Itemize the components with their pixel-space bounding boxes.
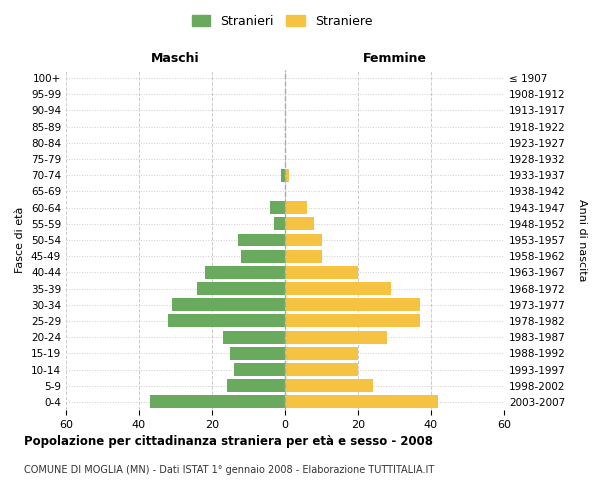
Text: Popolazione per cittadinanza straniera per età e sesso - 2008: Popolazione per cittadinanza straniera p…	[24, 435, 433, 448]
Y-axis label: Fasce di età: Fasce di età	[16, 207, 25, 273]
Bar	[285, 314, 420, 328]
Bar	[281, 169, 285, 181]
Bar	[285, 234, 322, 246]
Y-axis label: Anni di nascita: Anni di nascita	[577, 198, 587, 281]
Legend: Stranieri, Straniere: Stranieri, Straniere	[188, 11, 376, 32]
Text: COMUNE DI MOGLIA (MN) - Dati ISTAT 1° gennaio 2008 - Elaborazione TUTTITALIA.IT: COMUNE DI MOGLIA (MN) - Dati ISTAT 1° ge…	[24, 465, 434, 475]
Bar	[285, 266, 358, 279]
Bar	[227, 379, 285, 392]
Text: Femmine: Femmine	[362, 52, 427, 65]
Bar	[150, 396, 285, 408]
Bar	[285, 379, 373, 392]
Bar	[197, 282, 285, 295]
Bar	[285, 169, 289, 181]
Bar	[168, 314, 285, 328]
Bar	[274, 218, 285, 230]
Bar	[285, 298, 420, 311]
Bar	[238, 234, 285, 246]
Bar	[271, 201, 285, 214]
Bar	[285, 250, 322, 262]
Bar	[285, 330, 387, 344]
Bar	[223, 330, 285, 344]
Bar	[285, 347, 358, 360]
Bar	[172, 298, 285, 311]
Bar	[241, 250, 285, 262]
Bar	[205, 266, 285, 279]
Text: Maschi: Maschi	[151, 52, 200, 65]
Bar	[285, 218, 314, 230]
Bar	[234, 363, 285, 376]
Bar	[285, 396, 438, 408]
Bar	[230, 347, 285, 360]
Bar	[285, 363, 358, 376]
Bar	[285, 282, 391, 295]
Bar	[285, 201, 307, 214]
